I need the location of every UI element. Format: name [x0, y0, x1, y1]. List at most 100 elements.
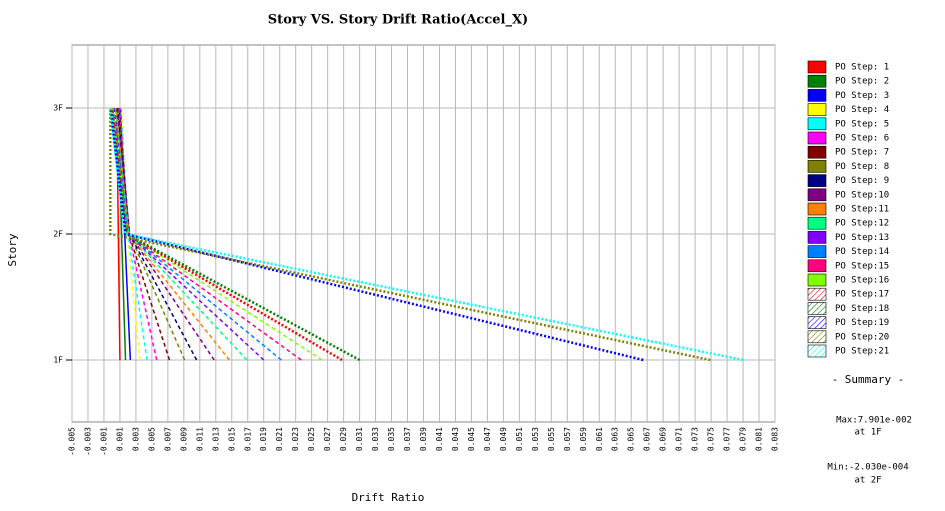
- legend-swatch: [807, 202, 827, 216]
- legend-label: PO Step:14: [835, 247, 889, 257]
- legend-label: PO Step:20: [835, 332, 889, 342]
- x-tick-label: 0.003: [131, 427, 140, 451]
- x-tick-label: 0.043: [451, 427, 460, 451]
- x-tick-label: 0.071: [675, 427, 684, 451]
- x-tick-label: 0.013: [211, 427, 220, 451]
- x-tick-label: 0.083: [771, 427, 780, 451]
- legend-swatch: [807, 160, 827, 173]
- legend-swatch: [807, 245, 827, 258]
- legend-swatch: [807, 89, 827, 102]
- series-line: [117, 107, 186, 361]
- x-tick-label: 0.049: [499, 427, 508, 451]
- x-tick-label: 0.063: [611, 427, 620, 451]
- x-tick-label: 0.075: [707, 427, 716, 451]
- chart-title: Story VS. Story Drift Ratio(Accel_X): [268, 13, 528, 28]
- x-tick-label: 0.059: [579, 427, 588, 451]
- series-line: [114, 107, 248, 361]
- x-tick-label: 0.073: [691, 427, 700, 451]
- series-line: [109, 107, 644, 362]
- summary-max: Max:7.901e-002: [836, 416, 912, 426]
- y-axis-label: Story: [6, 233, 19, 266]
- legend-swatch: [807, 302, 827, 315]
- x-tick-label: 0.069: [659, 427, 668, 451]
- x-tick-label: 0.027: [323, 427, 332, 451]
- legend-swatch: [807, 131, 827, 145]
- legend-label: PO Step:21: [835, 347, 889, 357]
- x-tick-label: 0.009: [179, 427, 188, 451]
- series-line: [111, 107, 302, 361]
- legend-label: PO Step:10: [835, 190, 889, 200]
- legend-label: PO Step:17: [835, 290, 889, 300]
- legend-label: PO Step: 7: [835, 148, 889, 158]
- x-tick-label: 0.037: [403, 427, 412, 451]
- x-tick-label: 0.011: [195, 427, 204, 451]
- legend-label: PO Step: 8: [835, 162, 889, 172]
- legend-swatch: [807, 188, 827, 202]
- x-tick-label: 0.079: [739, 427, 748, 451]
- legend-swatch: [807, 117, 827, 131]
- series-line: [118, 107, 171, 361]
- x-tick-label: -0.001: [99, 427, 108, 456]
- x-tick-label: 0.047: [483, 427, 492, 451]
- legend-label: PO Step: 6: [835, 134, 889, 144]
- legend-label: PO Step:19: [835, 318, 889, 328]
- legend-label: PO Step: 9: [835, 176, 889, 186]
- legend-label: PO Step: 4: [835, 105, 889, 115]
- legend-label: PO Step:15: [835, 261, 889, 271]
- summary-title: - Summary -: [832, 373, 905, 386]
- legend-swatch: [807, 103, 827, 116]
- x-tick-label: 0.053: [531, 427, 540, 451]
- legend-swatch: [807, 174, 827, 187]
- x-tick-label: 0.081: [755, 427, 764, 451]
- legend-label: PO Step:12: [835, 219, 889, 229]
- y-tick-label: 2F: [53, 230, 63, 239]
- x-tick-label: 0.041: [435, 427, 444, 451]
- legend-swatch: [807, 330, 827, 344]
- x-tick-label: 0.035: [387, 427, 396, 451]
- summary-min: Min:-2.030e-004: [827, 463, 908, 473]
- legend-label: PO Step:18: [835, 304, 889, 314]
- legend-swatch: [807, 231, 827, 244]
- x-axis-label: Drift Ratio: [352, 491, 425, 504]
- legend-swatch: [807, 145, 827, 159]
- legend-swatch: [807, 60, 827, 74]
- legend-label: PO Step: 3: [835, 91, 889, 101]
- legend-swatch: [807, 74, 827, 88]
- x-tick-label: 0.031: [355, 427, 364, 451]
- x-tick-label: 0.061: [595, 427, 604, 451]
- x-tick-label: 0.077: [723, 427, 732, 451]
- y-tick-label: 3F: [53, 104, 63, 113]
- x-tick-label: 0.057: [563, 427, 572, 451]
- summary-min-at: at 2F: [854, 476, 881, 486]
- x-tick-label: 0.045: [467, 427, 476, 451]
- x-tick-label: -0.005: [68, 427, 77, 456]
- x-tick-label: 0.055: [547, 427, 556, 451]
- x-tick-label: 0.033: [371, 427, 380, 451]
- x-tick-label: 0.039: [419, 427, 428, 451]
- legend-label: PO Step:13: [835, 233, 889, 243]
- x-tick-label: 0.017: [243, 427, 252, 451]
- legend-swatch: [807, 259, 827, 273]
- x-tick-label: 0.067: [643, 427, 652, 451]
- x-tick-label: 0.021: [275, 427, 284, 451]
- series-line: [109, 107, 711, 362]
- y-tick-label: 1F: [53, 356, 63, 365]
- x-tick-label: -0.003: [83, 427, 92, 456]
- legend-swatch: [807, 273, 827, 287]
- legend-label: PO Step: 2: [835, 77, 889, 87]
- x-tick-label: 0.025: [307, 427, 316, 451]
- legend-label: PO Step: 5: [835, 119, 889, 129]
- legend-swatch: [807, 316, 827, 329]
- legend-label: PO Step:16: [835, 276, 889, 286]
- x-tick-label: 0.023: [291, 427, 300, 451]
- x-tick-label: 0.015: [227, 427, 236, 451]
- legend-label: PO Step: 1: [835, 63, 889, 73]
- x-tick-label: 0.051: [515, 427, 524, 451]
- legend-swatch: [807, 216, 827, 230]
- x-tick-label: 0.029: [339, 427, 348, 451]
- x-tick-label: 0.001: [115, 427, 124, 451]
- summary-max-at: at 1F: [854, 428, 881, 438]
- x-tick-label: 0.007: [163, 427, 172, 451]
- x-tick-label: 0.019: [259, 427, 268, 451]
